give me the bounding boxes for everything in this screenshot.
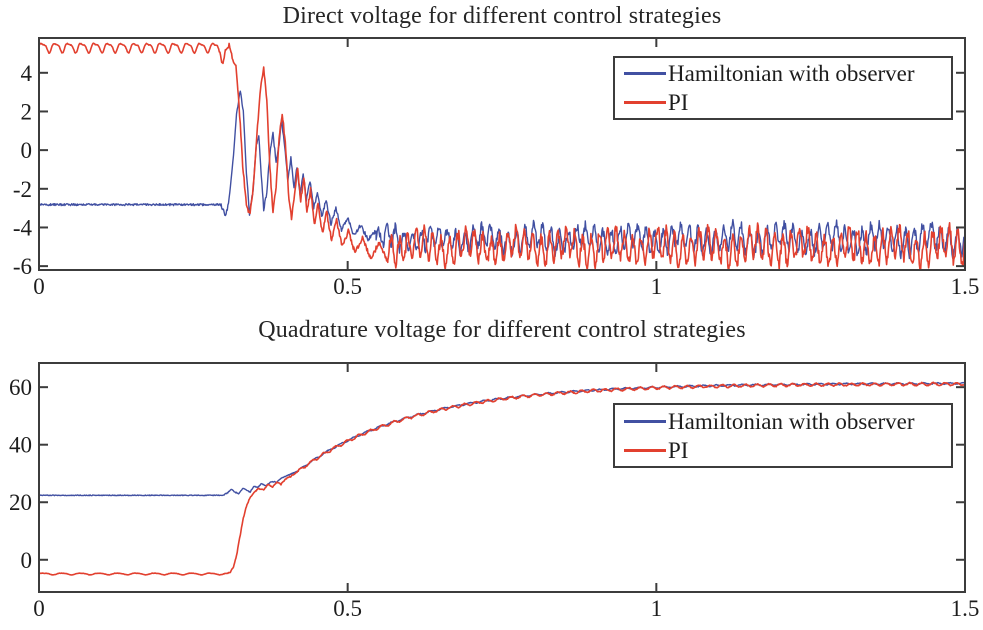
legend-label-pi: PI bbox=[668, 437, 689, 463]
chart-title-direct-voltage: Direct voltage for different control str… bbox=[282, 3, 722, 29]
legend-row: Hamiltonian with observer bbox=[624, 407, 951, 436]
legend-line-sample-pi bbox=[624, 448, 666, 452]
series-line-pi bbox=[39, 42, 965, 270]
axis-frame bbox=[38, 37, 966, 271]
legend-line-sample-hamiltonian bbox=[624, 72, 666, 75]
y-tick-label: 4 bbox=[21, 61, 33, 86]
series-line-hamiltonian bbox=[39, 90, 965, 260]
series-group bbox=[39, 42, 965, 270]
y-tick-label: 60 bbox=[9, 375, 32, 400]
legend-row: Hamiltonian with observer bbox=[624, 59, 951, 88]
legend-row: PI bbox=[624, 88, 951, 117]
x-tick-label: 1 bbox=[651, 596, 663, 621]
y-tick-label: 0 bbox=[21, 548, 33, 573]
legend-line-sample-hamiltonian bbox=[624, 419, 666, 423]
y-tick-label: -4 bbox=[13, 215, 33, 240]
legend-quadrature-voltage: Hamiltonian with observer PI bbox=[613, 403, 953, 468]
y-tick-label: 0 bbox=[21, 138, 33, 163]
y-tick-label: -6 bbox=[13, 254, 32, 279]
x-tick-label: 0 bbox=[33, 596, 45, 621]
x-tick-label: 0.5 bbox=[333, 596, 362, 621]
x-tick-label: 1 bbox=[651, 274, 663, 299]
y-tick-label: 20 bbox=[9, 490, 32, 515]
series-line-pi bbox=[39, 381, 965, 576]
chart-0: 0 0.5 1 1.5 4 2 0 -2 -4 -6 bbox=[13, 37, 980, 299]
y-tick-label: 40 bbox=[9, 433, 32, 458]
x-tick-label: 0 bbox=[33, 274, 45, 299]
legend-label-pi: PI bbox=[668, 90, 689, 115]
x-tick-label: 1.5 bbox=[951, 274, 980, 299]
chart-title-quadrature-voltage: Quadrature voltage for different control… bbox=[258, 317, 746, 343]
legend-label-hamiltonian: Hamiltonian with observer bbox=[668, 61, 915, 86]
series-group bbox=[39, 381, 965, 576]
legend-label-hamiltonian: Hamiltonian with observer bbox=[668, 408, 915, 434]
y-tick-label: -2 bbox=[13, 177, 32, 202]
axis-frame bbox=[38, 362, 966, 593]
x-tick-label: 0.5 bbox=[333, 274, 362, 299]
chart-1: 0 0.5 1 1.5 60 40 20 0 bbox=[9, 362, 980, 621]
legend-direct-voltage: Hamiltonian with observer PI bbox=[613, 56, 953, 120]
y-tick-label: 2 bbox=[21, 99, 33, 124]
x-tick-label: 1.5 bbox=[951, 596, 980, 621]
legend-line-sample-pi bbox=[624, 101, 666, 104]
legend-row: PI bbox=[624, 436, 951, 465]
